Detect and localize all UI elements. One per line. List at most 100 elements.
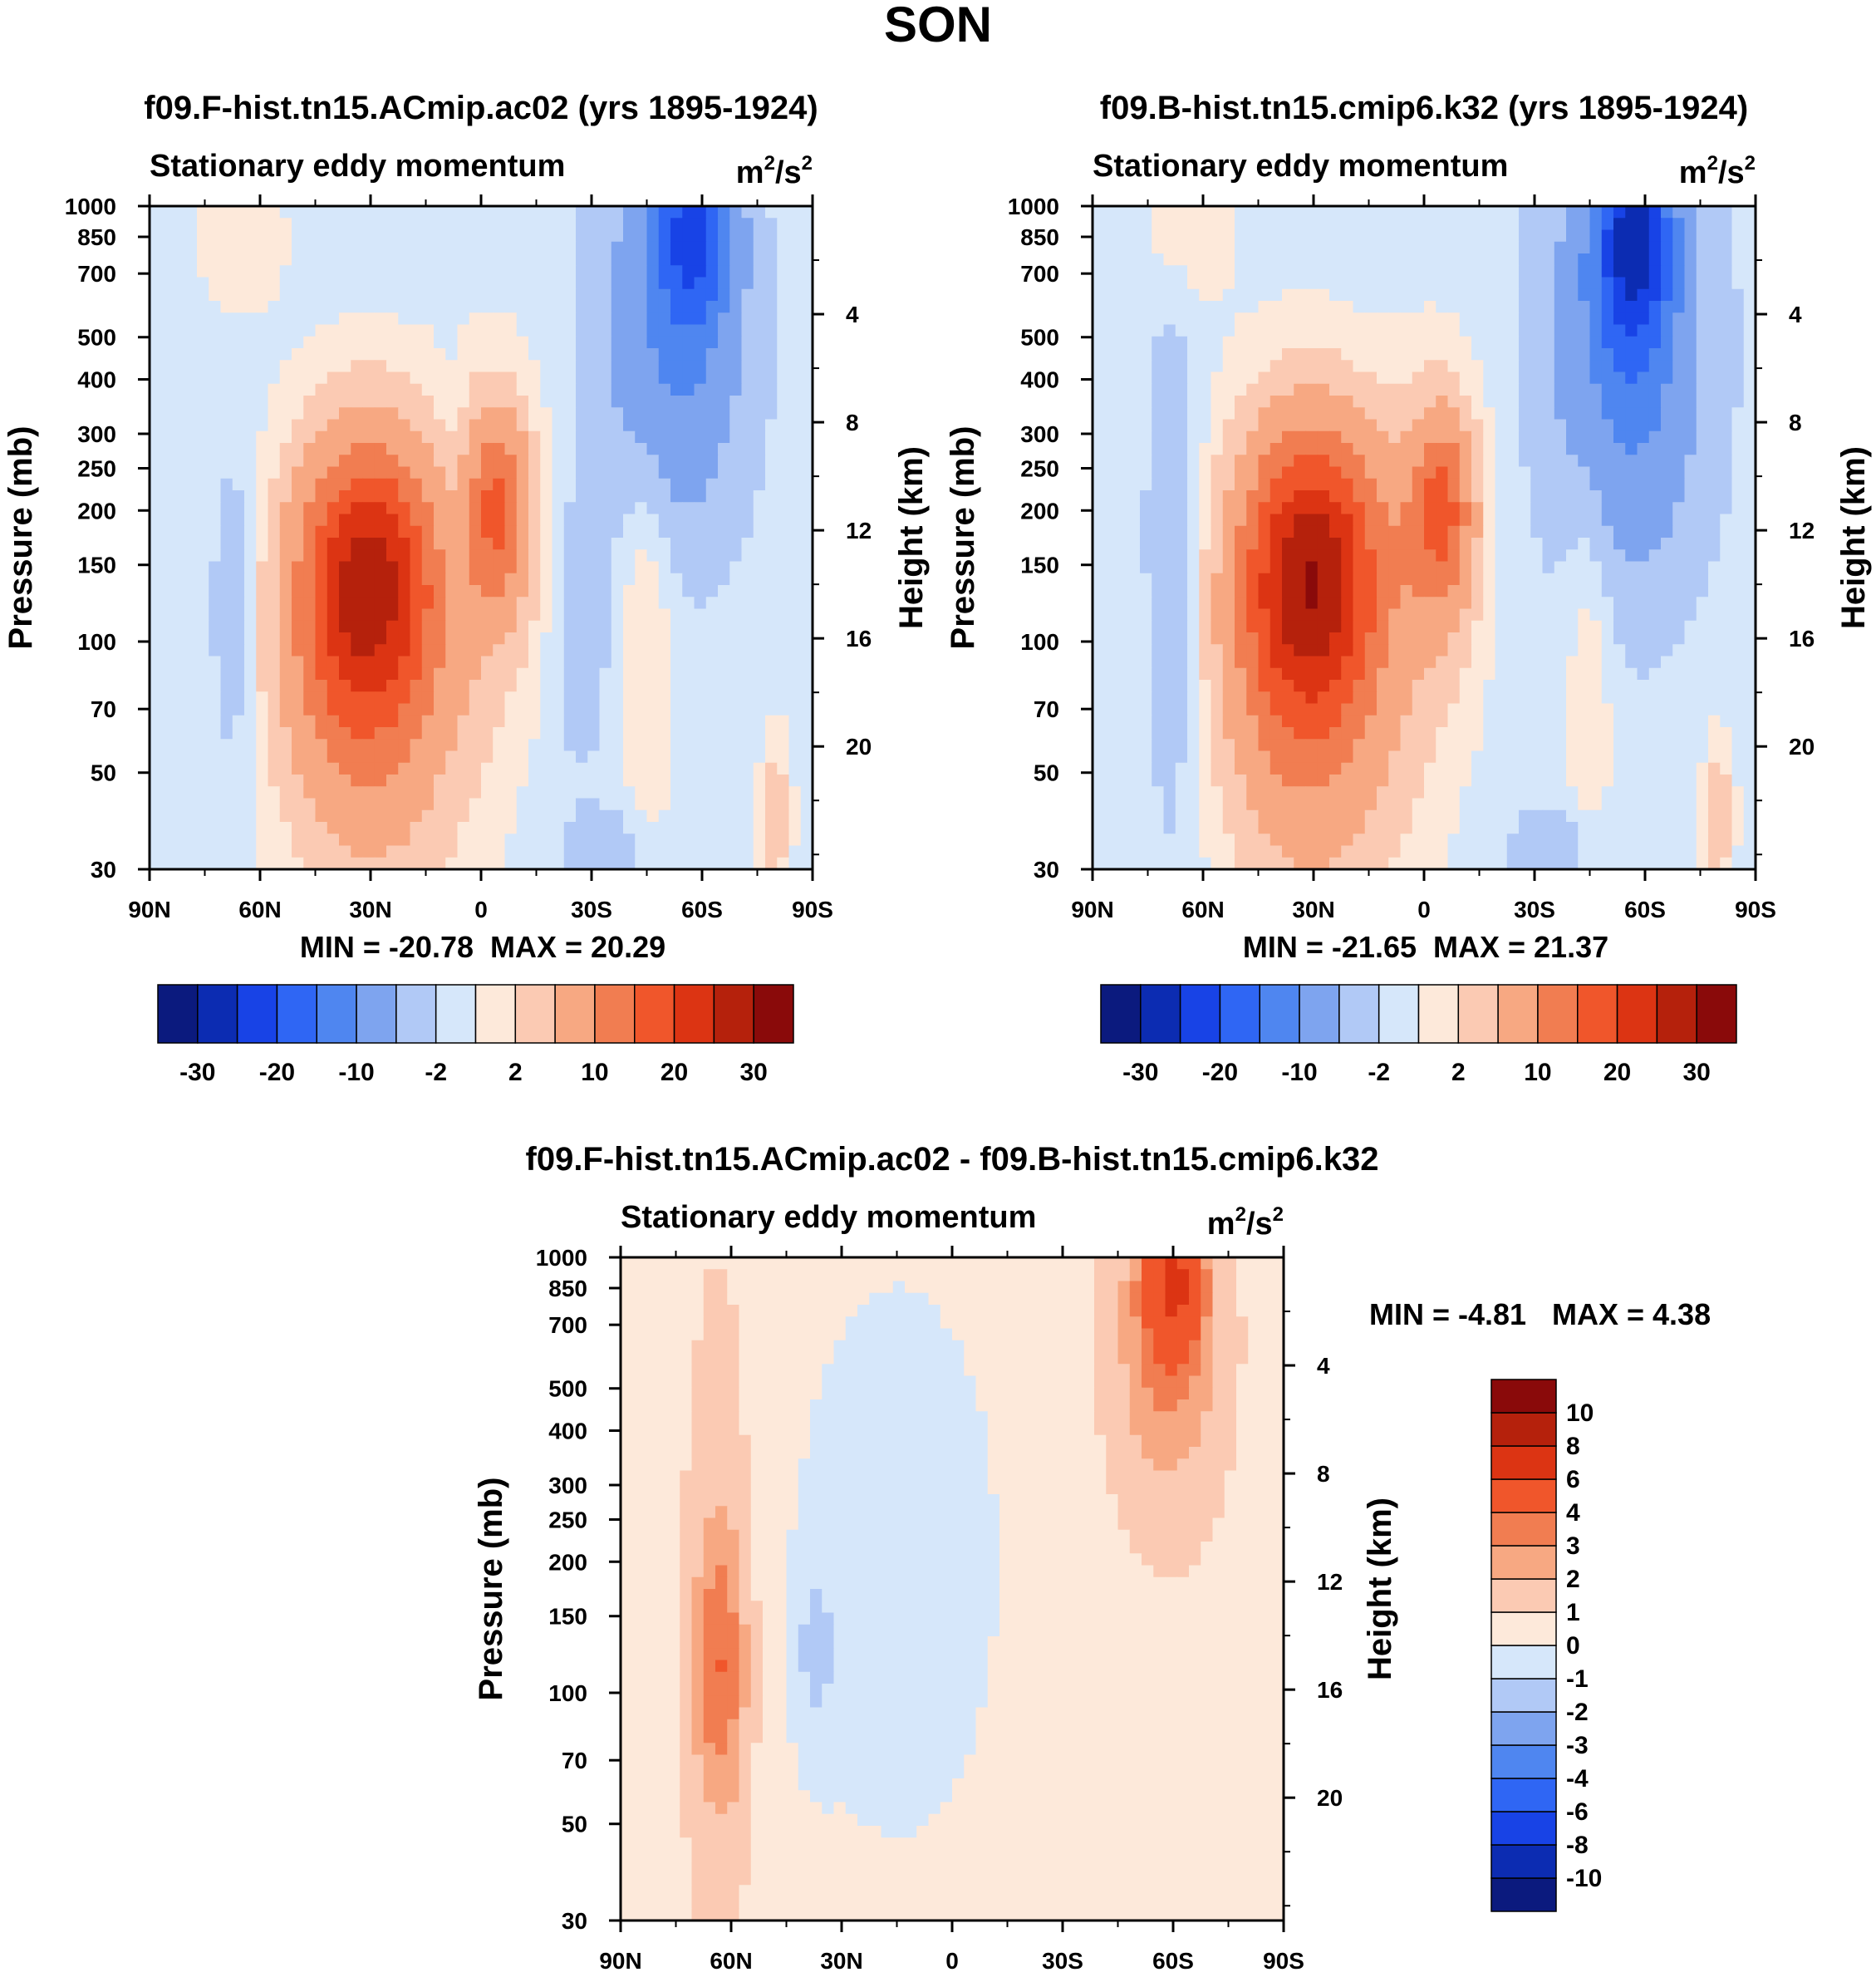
panel-1-cell [587, 371, 601, 385]
panel-1-cell [670, 656, 683, 669]
panel-2-cell [1235, 455, 1247, 468]
panel-1-cell [362, 798, 376, 811]
panel-2-cell [1578, 561, 1591, 574]
panel-1-cell [315, 525, 328, 539]
panel-1-cell [694, 656, 707, 669]
panel-1-cell [493, 396, 506, 408]
panel-1-cell [682, 750, 695, 764]
panel-1-cell [232, 312, 245, 326]
panel-1-cell [173, 312, 186, 326]
panel-2-cell [1235, 324, 1247, 337]
panel-2-cell [1127, 253, 1141, 266]
panel-1-cell [327, 573, 340, 586]
panel-1-cell [705, 845, 719, 858]
panel-1-cell [635, 750, 648, 764]
panel-1-cell [220, 419, 233, 432]
panel-1-cell [398, 597, 411, 610]
panel-1-cell [150, 277, 162, 290]
panel-1-cell [244, 502, 257, 515]
panel-2-cell [1127, 549, 1141, 563]
panel-2-cell [1329, 312, 1342, 326]
panel-1-cell [599, 703, 612, 716]
panel-1-cell [599, 597, 612, 610]
panel-1-cell [457, 407, 470, 420]
panel-1-cell [765, 206, 778, 219]
panel-2-cell [1211, 466, 1224, 480]
panel-1-cell [493, 538, 506, 550]
panel-1-cell [563, 857, 577, 869]
panel-1-cell [268, 691, 281, 705]
panel-1-cell [493, 798, 506, 811]
panel-2-cell [1211, 206, 1224, 219]
panel-1-cell [220, 727, 233, 740]
panel-2-cell [1471, 514, 1484, 527]
panel-1-cell [646, 396, 660, 408]
panel-2-cell [1353, 288, 1366, 302]
panel-1-cell [292, 360, 304, 373]
panel-1-cell [563, 656, 577, 669]
panel-1-cell [635, 371, 648, 385]
panel-1-cell [232, 786, 245, 799]
panel-2-cell [1140, 419, 1152, 432]
panel-1-cell [552, 656, 565, 669]
panel-2-cell [1305, 206, 1319, 219]
panel-1-cell [753, 549, 766, 563]
panel-1-colorbar-box [316, 984, 357, 1044]
panel-2-cell [1424, 277, 1436, 290]
panel-2-cell [1483, 430, 1496, 444]
panel-2-cell [1222, 301, 1235, 313]
panel-1-cell [292, 348, 304, 361]
panel-1-cell [599, 371, 612, 385]
panel-1-cell [516, 620, 529, 633]
panel-1-cell [232, 396, 245, 408]
panel-2-cell [1436, 383, 1449, 396]
panel-1-cell [327, 288, 340, 302]
panel-1-cell [587, 834, 601, 847]
panel-2-cell [1258, 253, 1271, 266]
panel-1-cell [315, 324, 328, 337]
panel-2-cell [1282, 253, 1294, 266]
panel-2-cell [1211, 549, 1224, 563]
panel-1-cell [670, 845, 683, 858]
panel-1-cell [434, 218, 446, 231]
panel-1-cell [256, 573, 269, 586]
panel-1-cell [800, 703, 813, 716]
panel-1-cell [339, 561, 351, 574]
panel-1-cell [209, 443, 222, 455]
panel-1-cell [303, 573, 317, 586]
panel-2-cell [1720, 312, 1733, 326]
panel-2-cell [1269, 288, 1283, 302]
panel-1-cell [279, 620, 292, 633]
panel-1-cell [587, 419, 601, 432]
panel-1-cell [777, 301, 790, 313]
panel-2-cell [1436, 241, 1449, 254]
panel-2-cell [1305, 561, 1319, 574]
panel-1-cell [623, 561, 636, 574]
panel-1-cell [576, 514, 588, 527]
panel-2-cell [1400, 466, 1413, 480]
panel-1-cell [800, 762, 813, 775]
panel-2-cell [1495, 371, 1508, 385]
panel-1-cell [563, 336, 577, 349]
panel-1-cell [741, 265, 754, 278]
panel-1-cell [682, 206, 695, 219]
panel-1-cell [741, 573, 754, 586]
panel-2-cell [1235, 383, 1247, 396]
panel-2-cell [1377, 229, 1389, 243]
panel-1-cell [587, 396, 601, 408]
panel-1-cell [528, 360, 541, 373]
panel-1-cell [410, 443, 423, 455]
panel-1-cell [552, 383, 565, 396]
panel-1-cell [729, 312, 743, 326]
panel-1-cell [220, 691, 233, 705]
panel-1-cell [362, 703, 376, 716]
panel-1-cell [576, 455, 588, 468]
panel-1-cell [256, 857, 269, 869]
panel-1-cell [173, 644, 186, 657]
panel-1-cell [457, 301, 470, 313]
panel-1-cell [268, 430, 281, 444]
panel-1-cell [315, 845, 328, 858]
panel-1-cell [481, 762, 494, 775]
panel-1-cell [327, 632, 340, 645]
panel-2-cell [1163, 383, 1176, 396]
